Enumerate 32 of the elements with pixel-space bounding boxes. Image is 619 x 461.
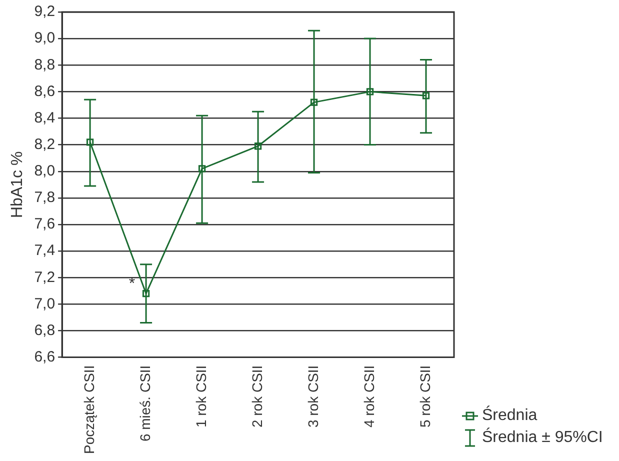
y-axis-title: HbA1c % — [9, 151, 26, 218]
y-tick-label: 9,0 — [34, 30, 56, 47]
x-tick-label: 2 rok CSII — [248, 365, 265, 428]
x-tick-label: 1 rok CSII — [192, 365, 209, 428]
y-tick-label: 8,4 — [34, 109, 56, 126]
x-tick-label: 6 mieś. CSII — [136, 365, 153, 442]
point — [86, 138, 94, 146]
point — [254, 142, 262, 150]
y-tick-label: 7,8 — [34, 189, 56, 206]
y-tick-label: 9,2 — [34, 3, 56, 20]
legend-label: Średnia — [482, 407, 538, 425]
point — [422, 92, 430, 100]
annotation: * — [128, 276, 136, 293]
point — [310, 98, 318, 106]
point — [142, 290, 150, 298]
x-tick-label: Początek CSII — [80, 365, 97, 454]
y-tick-label: 7,4 — [34, 242, 56, 260]
y-tick-label: 8,2 — [34, 136, 56, 153]
y-tick-label: 7,6 — [34, 216, 56, 233]
x-tick-label: 4 rok CSII — [360, 365, 377, 428]
y-tick-label: 8,6 — [34, 82, 56, 100]
text: Średnia ± 95%CI — [482, 429, 603, 447]
y-tick-label: 6,8 — [34, 322, 56, 339]
point — [198, 165, 206, 172]
x-tick-label: 5 rok CSII — [416, 365, 433, 428]
y-tick-label: 7,0 — [34, 295, 56, 312]
y-tick-label: 8,8 — [34, 56, 56, 74]
point — [366, 88, 374, 96]
y-tick-label: 6,6 — [34, 348, 56, 366]
y-tick-label: 7,2 — [34, 268, 56, 286]
x-tick-label: 3 rok CSII — [304, 365, 321, 428]
y-tick-label: 8,0 — [34, 162, 56, 180]
